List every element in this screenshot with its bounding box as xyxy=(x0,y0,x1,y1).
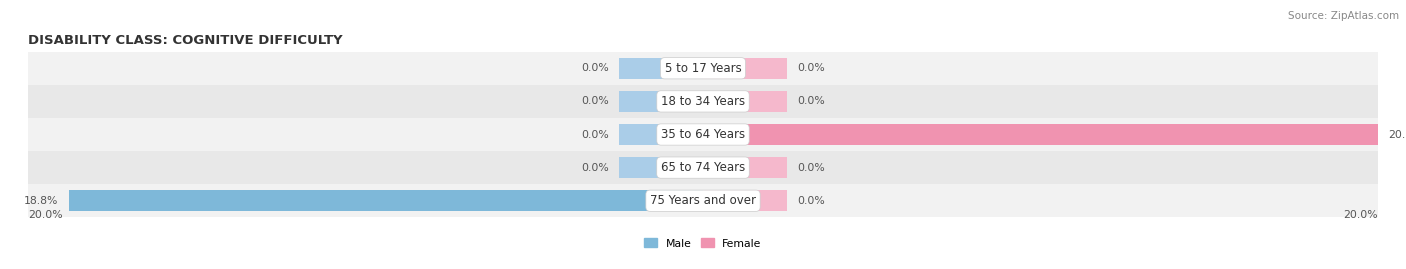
Text: 0.0%: 0.0% xyxy=(797,96,825,107)
Bar xyxy=(28,118,1378,151)
Bar xyxy=(619,91,703,112)
Bar xyxy=(703,157,787,178)
Text: DISABILITY CLASS: COGNITIVE DIFFICULTY: DISABILITY CLASS: COGNITIVE DIFFICULTY xyxy=(28,34,343,47)
Bar xyxy=(28,52,1378,85)
Bar xyxy=(703,190,787,211)
Bar xyxy=(619,58,703,79)
Bar xyxy=(28,184,1378,217)
Bar xyxy=(619,157,703,178)
Bar xyxy=(703,91,787,112)
Bar xyxy=(69,190,703,211)
Legend: Male, Female: Male, Female xyxy=(640,234,766,253)
Bar xyxy=(703,124,1378,145)
Text: 5 to 17 Years: 5 to 17 Years xyxy=(665,62,741,75)
Text: 35 to 64 Years: 35 to 64 Years xyxy=(661,128,745,141)
Text: 0.0%: 0.0% xyxy=(581,63,609,73)
Text: 18.8%: 18.8% xyxy=(24,196,59,206)
Text: 20.0%: 20.0% xyxy=(28,210,63,220)
Text: 20.0%: 20.0% xyxy=(1388,129,1406,140)
Text: 0.0%: 0.0% xyxy=(581,96,609,107)
Bar xyxy=(28,85,1378,118)
Text: 0.0%: 0.0% xyxy=(797,196,825,206)
Bar xyxy=(619,124,703,145)
Bar xyxy=(28,151,1378,184)
Text: 0.0%: 0.0% xyxy=(797,63,825,73)
Text: 0.0%: 0.0% xyxy=(581,162,609,173)
Text: 75 Years and over: 75 Years and over xyxy=(650,194,756,207)
Bar xyxy=(703,58,787,79)
Text: 20.0%: 20.0% xyxy=(1343,210,1378,220)
Text: 65 to 74 Years: 65 to 74 Years xyxy=(661,161,745,174)
Text: Source: ZipAtlas.com: Source: ZipAtlas.com xyxy=(1288,11,1399,21)
Text: 0.0%: 0.0% xyxy=(797,162,825,173)
Text: 18 to 34 Years: 18 to 34 Years xyxy=(661,95,745,108)
Text: 0.0%: 0.0% xyxy=(581,129,609,140)
